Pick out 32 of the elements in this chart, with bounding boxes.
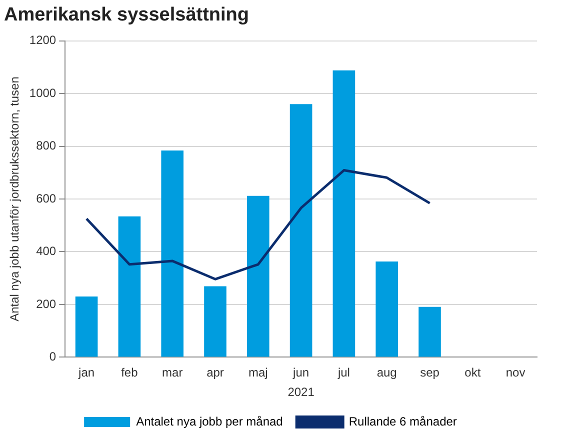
legend-label: Antalet nya jobb per månad [136, 414, 283, 428]
bar [290, 104, 312, 357]
x-tick-label: maj [248, 366, 268, 380]
bar [418, 306, 441, 357]
y-tick-label: 400 [36, 244, 56, 258]
x-tick-label: mar [162, 366, 183, 380]
y-tick-label: 600 [36, 191, 56, 206]
chart-title: Amerikansk sysselsättning [4, 4, 250, 26]
y-tick-label: 200 [36, 296, 56, 311]
bar [246, 196, 270, 357]
bar [75, 296, 98, 357]
bar [332, 70, 356, 357]
bar [204, 286, 226, 357]
x-tick-label: nov [506, 366, 526, 380]
y-axis-title: Antal nya jobb utanför jordbrukssektorn, tusen [8, 76, 22, 322]
x-tick-label: okt [464, 366, 482, 380]
x-tick-label: jun [292, 366, 310, 380]
x-tick-label: apr [206, 366, 224, 380]
bar [161, 150, 184, 357]
x-tick-label: aug [376, 366, 397, 380]
y-tick-label: 0 [49, 350, 56, 364]
bar [118, 216, 141, 357]
y-tick-label: 1000 [29, 86, 56, 100]
legend-label: Rullande 6 månader [348, 414, 457, 428]
y-tick-label: 800 [36, 138, 56, 153]
y-tick-label: 1200 [29, 33, 56, 48]
x-tick-label: sep [420, 366, 440, 380]
bar [376, 261, 398, 357]
x-tick-label: jul [336, 366, 350, 380]
x-tick-label: feb [121, 366, 138, 380]
x-axis-title: 2021 [288, 385, 315, 400]
x-tick-label: jan [78, 366, 95, 380]
